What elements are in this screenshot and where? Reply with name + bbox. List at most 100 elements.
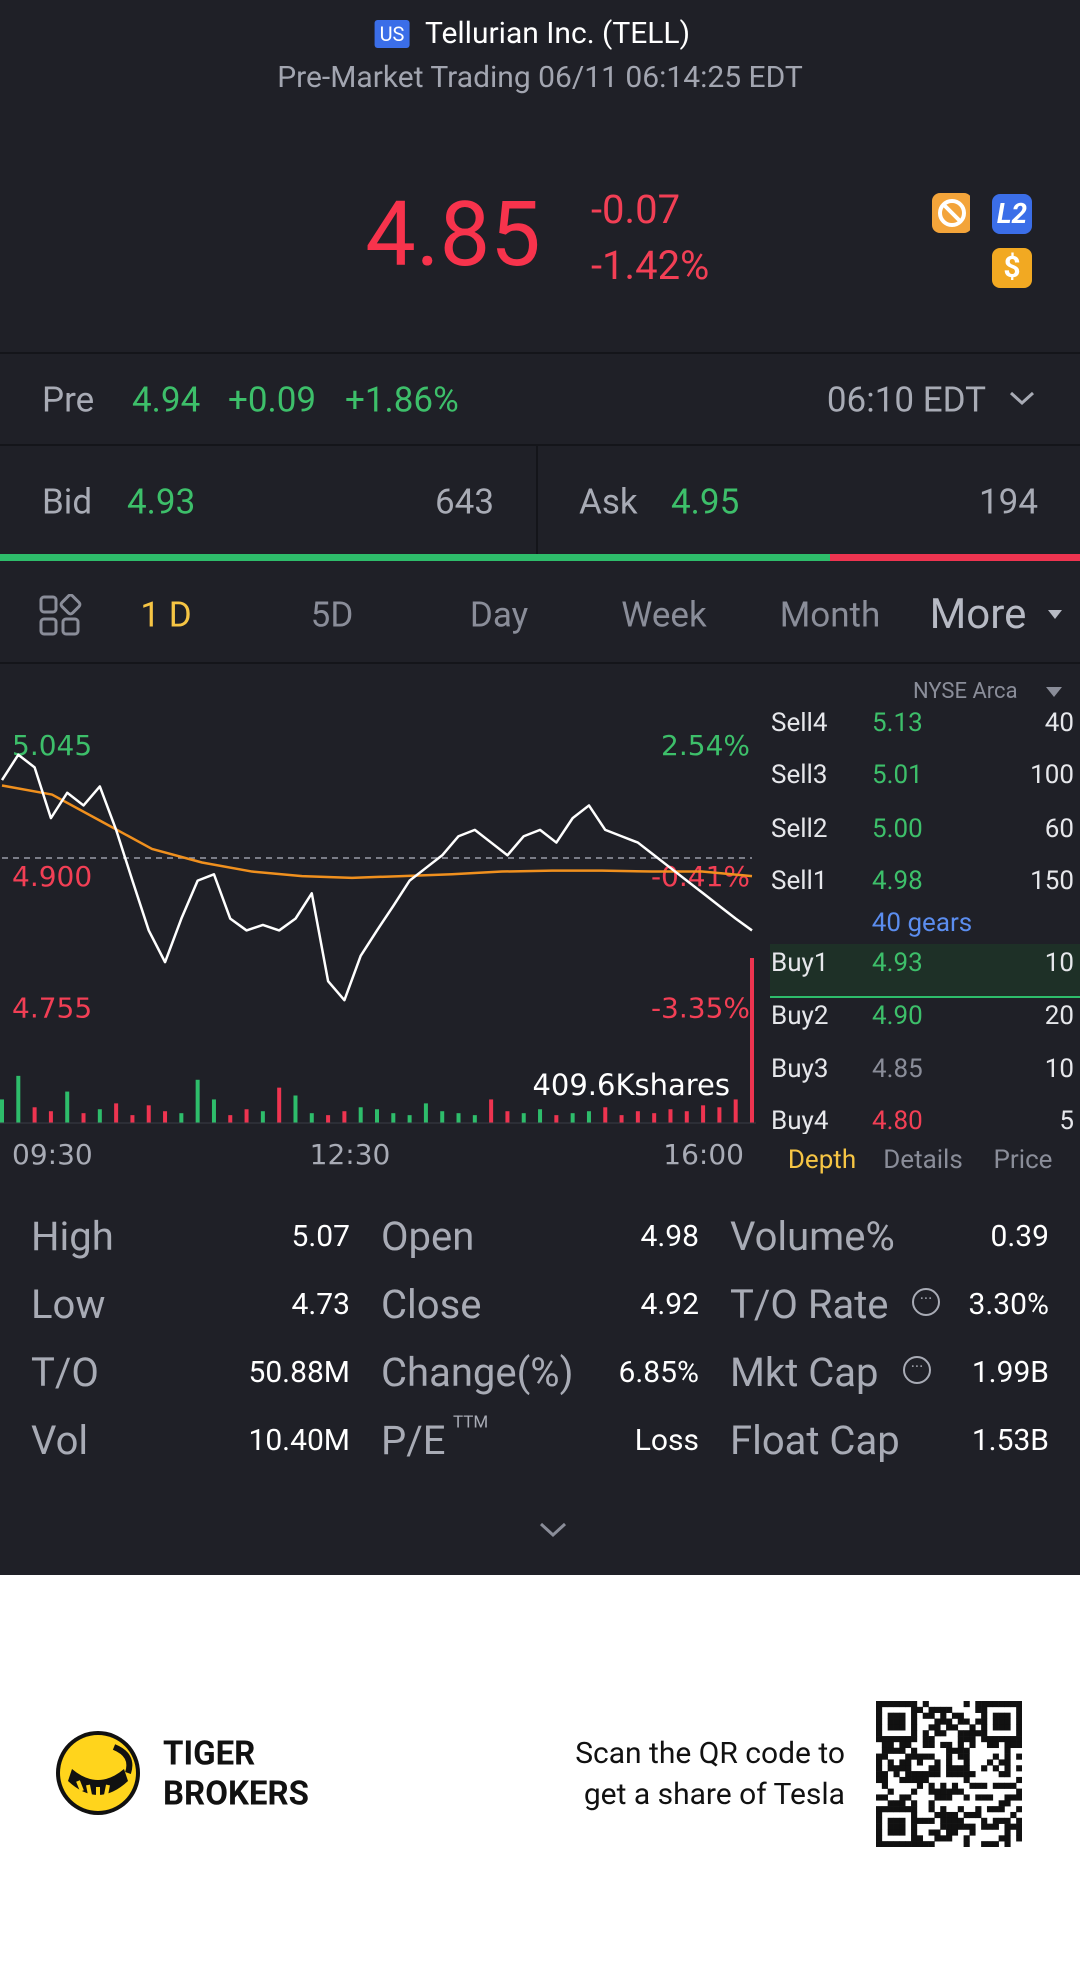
qr-module (887, 1736, 894, 1743)
level-side: Sell1 (771, 866, 828, 896)
qr-module (1016, 1765, 1022, 1772)
tiger-logo (56, 1731, 140, 1815)
y-tick-label: 5.045 (12, 729, 92, 762)
volume-bar (211, 1099, 216, 1123)
qr-module (969, 1811, 976, 1819)
pre-time[interactable]: 06:10 EDT (826, 379, 986, 421)
qr-module (963, 1811, 970, 1819)
qr-module (969, 1736, 976, 1743)
info-icon: ··· (903, 1356, 931, 1384)
period-tab[interactable]: More (929, 590, 1027, 639)
level-price: 4.90 (872, 1001, 923, 1031)
intraday-chart: 5.045 2.54%4.900 -0.41%4.755 -3.35%409.6Ksh… (0, 729, 756, 1171)
qr-module (905, 1806, 912, 1813)
divider (536, 446, 538, 554)
exchange[interactable]: NYSE Arca (913, 679, 1018, 704)
volume-bar (277, 1087, 282, 1123)
stat-value: 5.07 (291, 1219, 351, 1254)
pct-label: -3.35% (651, 991, 750, 1024)
period-tab[interactable]: Day (469, 594, 529, 636)
qr-module (946, 1794, 953, 1801)
qr-module (899, 1806, 906, 1813)
qr-module (963, 1835, 970, 1842)
more-icon[interactable] (1047, 609, 1063, 621)
qr-module (951, 1771, 959, 1778)
qr-module (981, 1730, 988, 1737)
qr-module (916, 1759, 924, 1766)
qr-module (998, 1817, 1005, 1824)
market-badge: US (374, 20, 410, 48)
volume-bar (228, 1115, 233, 1123)
icon-badge[interactable] (930, 190, 970, 236)
qr-module (876, 1765, 883, 1772)
qr-module (899, 1741, 906, 1749)
qr-module (934, 1771, 941, 1778)
period-tab[interactable]: Month (779, 594, 881, 636)
level-price: 4.98 (872, 866, 923, 896)
volume-bar (358, 1107, 363, 1123)
level-size: 10 (1044, 948, 1074, 978)
y-tick-label: 4.755 (12, 991, 92, 1024)
qr-module (876, 1730, 883, 1737)
qr-module (928, 1782, 935, 1789)
exchange-arrow[interactable] (1045, 686, 1063, 698)
qr-module (893, 1817, 900, 1824)
qr-module (951, 1765, 959, 1772)
qr-module (911, 1747, 918, 1754)
volume-bar (554, 1115, 559, 1123)
qr-module (934, 1829, 941, 1836)
qr-module (981, 1718, 988, 1725)
layout-icon[interactable] (38, 594, 82, 638)
book-tab[interactable]: Price (993, 1145, 1053, 1175)
book-tab[interactable]: Depth (787, 1145, 857, 1175)
qr-module (876, 1794, 883, 1801)
qr-module (957, 1736, 964, 1743)
qr-module (1004, 1782, 1011, 1789)
volume-bar (309, 1113, 314, 1123)
qr-module (1010, 1811, 1017, 1819)
stat-value: 10.40M (248, 1423, 350, 1458)
qr-module (911, 1701, 918, 1708)
period-tab[interactable]: Week (621, 594, 707, 636)
volume-bar (750, 958, 754, 1123)
qr-module (893, 1736, 900, 1743)
dollar-badge[interactable]: $ (992, 248, 1032, 288)
qr-module (922, 1776, 929, 1784)
stat-value: 50.88M (248, 1355, 350, 1390)
qr-module (911, 1771, 918, 1778)
x-tick-label: 12:30 (310, 1138, 391, 1171)
stat-label: T/O (31, 1349, 99, 1396)
volume-bar (652, 1113, 657, 1123)
qr-module (893, 1747, 900, 1754)
level2-badge[interactable]: L2 (992, 194, 1032, 234)
collapse-arrow[interactable] (538, 1520, 568, 1540)
period-tab[interactable]: 5D (310, 594, 354, 636)
volume-bar (586, 1111, 591, 1123)
volume-bar (48, 1111, 53, 1123)
qr-module (893, 1800, 900, 1807)
qr-module (975, 1706, 982, 1713)
expand-arrow[interactable] (1008, 390, 1036, 408)
qr-module (1004, 1724, 1011, 1731)
volume-bar (407, 1115, 412, 1123)
qr-module (998, 1759, 1005, 1766)
qr-module (992, 1741, 999, 1749)
qr-module (969, 1829, 976, 1836)
period-tab[interactable]: 1 D (140, 594, 192, 636)
volume-label: 409.6Kshares (532, 1068, 730, 1102)
qr-module (899, 1776, 906, 1784)
qr-module (957, 1806, 964, 1813)
book-tab[interactable]: Details (883, 1145, 963, 1175)
qr-module (928, 1712, 935, 1719)
volume-bar (521, 1113, 526, 1123)
qr-module (899, 1724, 906, 1731)
level-price: 4.93 (872, 948, 923, 978)
qr-module (876, 1706, 883, 1713)
qr-module (1016, 1724, 1022, 1731)
qr-module (916, 1776, 924, 1784)
stat-label: P/E (381, 1417, 446, 1464)
qr-module (946, 1771, 953, 1778)
level-side: Buy1 (771, 948, 829, 978)
qr-module (946, 1817, 953, 1824)
divider (0, 662, 1080, 664)
